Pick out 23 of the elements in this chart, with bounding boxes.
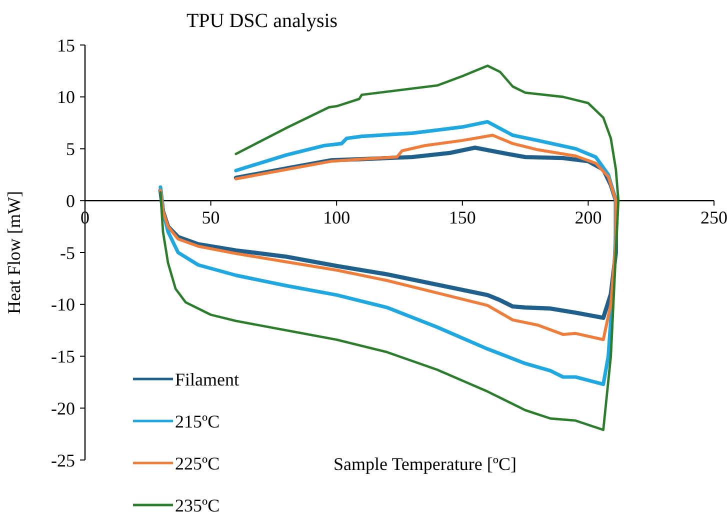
chart-title: TPU DSC analysis [186,10,338,32]
line-series [159,64,620,432]
y-tick-label: 5 [66,139,75,160]
x-tick-label: 250 [700,208,727,228]
y-tick-label: -20 [51,398,75,418]
y-tick-label: -10 [51,294,75,315]
y-tick-label: -15 [51,346,75,367]
y-tick-label: 15 [57,35,75,56]
legend-label: 235ºC [175,495,220,516]
legend-label: 225ºC [175,453,220,474]
x-tick-label: 100 [323,208,350,228]
x-tick-label: 150 [448,208,476,228]
x-tick-label: 200 [574,208,602,228]
y-tick-label: 10 [57,87,75,108]
legend-label: Filament [175,369,239,390]
x-tick-label: 50 [202,208,220,228]
legend-label: 215ºC [175,411,220,432]
line-series [158,134,618,342]
y-axis-title: Heat Flow [mW] [4,191,24,314]
x-axis-title: Sample Temperature [ºC] [334,454,516,474]
y-tick-label: -25 [51,450,75,470]
y-tick-label: -5 [60,242,75,263]
y-tick-label: 0 [66,190,75,211]
